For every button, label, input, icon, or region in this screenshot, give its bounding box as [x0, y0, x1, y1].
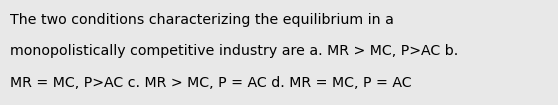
Text: The two conditions characterizing the equilibrium in a: The two conditions characterizing the eq…: [10, 13, 394, 27]
Text: monopolistically competitive industry are a. MR > MC, P>AC b.: monopolistically competitive industry ar…: [10, 44, 458, 58]
Text: MR = MC, P>AC c. MR > MC, P = AC d. MR = MC, P = AC: MR = MC, P>AC c. MR > MC, P = AC d. MR =…: [10, 76, 412, 90]
